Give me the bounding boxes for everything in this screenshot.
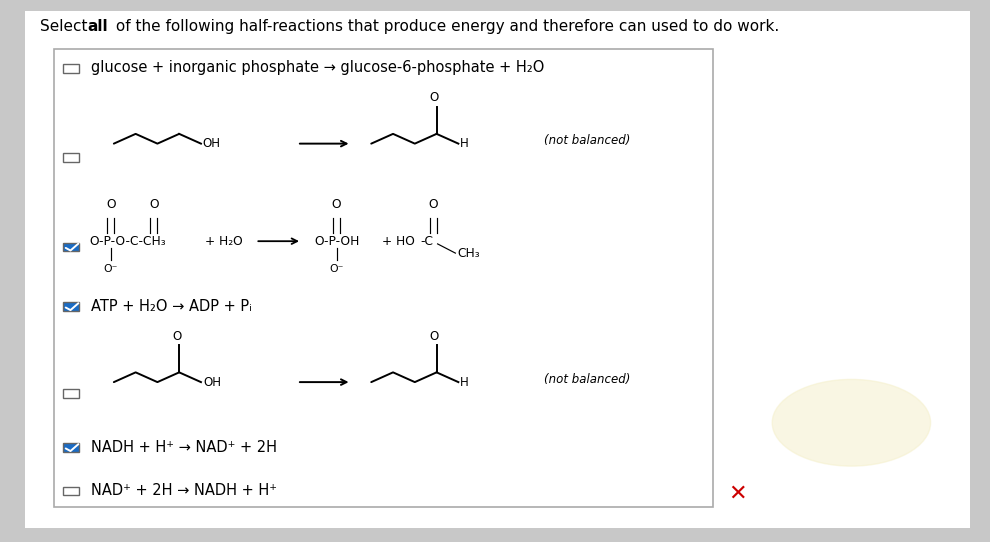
Text: of the following half-reactions that produce energy and therefore can used to do: of the following half-reactions that pro…: [111, 19, 779, 34]
Text: all: all: [87, 19, 108, 34]
Text: (not balanced): (not balanced): [544, 373, 631, 386]
Text: + HO: + HO: [382, 235, 415, 248]
Text: ✕: ✕: [729, 483, 746, 503]
Text: Select: Select: [40, 19, 92, 34]
Text: O⁻: O⁻: [104, 264, 118, 274]
Bar: [63, 153, 79, 162]
FancyBboxPatch shape: [25, 11, 970, 528]
Text: O-P-O-C-CH₃: O-P-O-C-CH₃: [89, 235, 165, 248]
Bar: [63, 302, 79, 311]
Text: ATP + H₂O → ADP + Pᵢ: ATP + H₂O → ADP + Pᵢ: [91, 299, 251, 314]
Circle shape: [772, 379, 931, 466]
Text: O: O: [149, 198, 159, 211]
Text: + H₂O: + H₂O: [205, 235, 243, 248]
Text: O⁻: O⁻: [330, 264, 344, 274]
Text: O: O: [332, 198, 342, 211]
Text: O: O: [430, 91, 439, 104]
Text: NADH + H⁺ → NAD⁺ + 2H: NADH + H⁺ → NAD⁺ + 2H: [91, 440, 277, 455]
Text: OH: OH: [202, 137, 220, 150]
Text: glucose + inorganic phosphate → glucose-6-phosphate + H₂O: glucose + inorganic phosphate → glucose-…: [91, 60, 545, 75]
Text: O-P-OH: O-P-OH: [315, 235, 360, 248]
Bar: [63, 487, 79, 495]
Bar: [63, 389, 79, 398]
Text: NAD⁺ + 2H → NADH + H⁺: NAD⁺ + 2H → NADH + H⁺: [91, 483, 277, 498]
Text: O: O: [106, 198, 116, 211]
Bar: [54, 49, 713, 507]
Text: H: H: [460, 137, 469, 150]
Text: (not balanced): (not balanced): [544, 134, 631, 147]
Bar: [63, 443, 79, 452]
Text: H: H: [460, 376, 469, 389]
Text: O: O: [430, 330, 439, 343]
Bar: [63, 64, 79, 73]
Text: CH₃: CH₃: [457, 247, 480, 260]
Bar: [63, 243, 79, 251]
Text: O: O: [429, 198, 439, 211]
Text: OH: OH: [203, 376, 221, 389]
Text: -C: -C: [421, 235, 434, 248]
Text: O: O: [172, 330, 181, 343]
